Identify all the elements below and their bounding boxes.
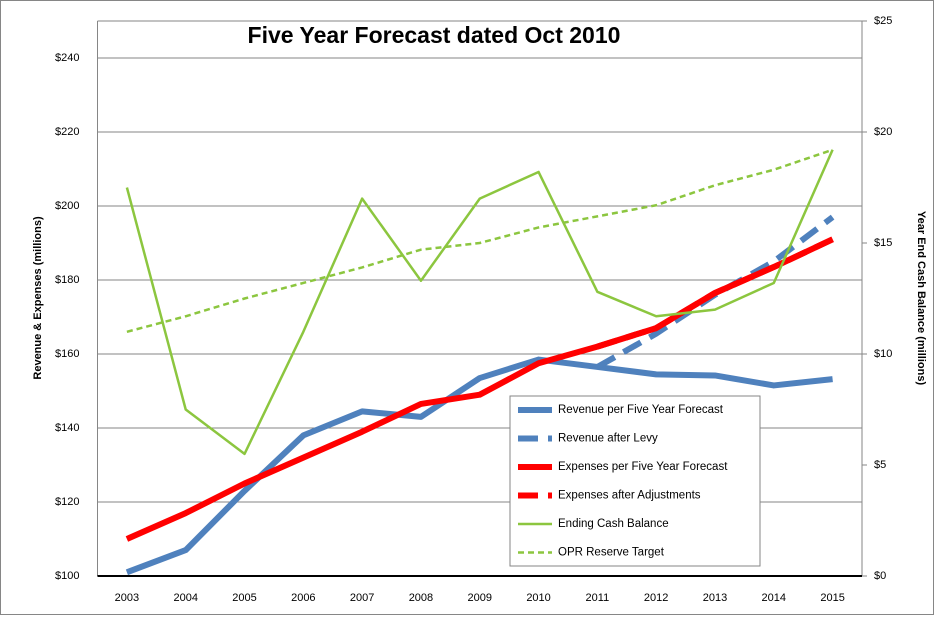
chart-title: Five Year Forecast dated Oct 2010 — [248, 22, 621, 48]
x-tick-label: 2003 — [115, 592, 139, 604]
x-tick-label: 2014 — [762, 592, 786, 604]
y2-tick-label: $20 — [874, 126, 892, 138]
legend-label: Expenses after Adjustments — [558, 490, 701, 502]
y2-tick-label: $15 — [874, 237, 892, 249]
legend-label: Revenue per Five Year Forecast — [558, 404, 724, 416]
legend-label: Revenue after Levy — [558, 433, 658, 445]
series-line — [126, 148, 833, 334]
x-tick-label: 2009 — [468, 592, 492, 604]
y-tick-label: $100 — [55, 570, 79, 582]
x-tick-label: 2013 — [703, 592, 727, 604]
y2-tick-label: $25 — [874, 15, 892, 27]
x-tick-label: 2010 — [526, 592, 550, 604]
y2-tick-label: $0 — [874, 570, 886, 582]
legend-label: Ending Cash Balance — [558, 518, 669, 530]
y-axis-label: Revenue & Expenses (millions) — [32, 216, 44, 380]
y-tick-label: $160 — [55, 348, 79, 360]
y2-tick-label: $5 — [874, 459, 886, 471]
legend-label: OPR Reserve Target — [558, 547, 665, 559]
y-tick-label: $120 — [55, 496, 79, 508]
x-tick-label: 2005 — [232, 592, 256, 604]
x-tick-label: 2007 — [350, 592, 374, 604]
x-tick-label: 2008 — [409, 592, 433, 604]
y2-tick-label: $10 — [874, 348, 892, 360]
x-tick-label: 2006 — [291, 592, 315, 604]
x-tick-label: 2004 — [173, 592, 197, 604]
y-tick-label: $220 — [55, 126, 79, 138]
y-tick-label: $140 — [55, 422, 79, 434]
series-line — [125, 149, 834, 456]
series-line — [596, 236, 834, 350]
legend — [509, 395, 761, 567]
x-tick-label: 2012 — [644, 592, 668, 604]
legend-label: Expenses per Five Year Forecast — [558, 461, 728, 473]
y-tick-label: $240 — [55, 52, 79, 64]
y2-axis-label: Year End Cash Balance (millions) — [915, 211, 927, 386]
x-tick-label: 2011 — [586, 592, 610, 604]
series-line — [125, 356, 833, 576]
y-tick-label: $200 — [55, 200, 79, 212]
x-tick-label: 2015 — [820, 592, 844, 604]
y-tick-label: $180 — [55, 274, 79, 286]
